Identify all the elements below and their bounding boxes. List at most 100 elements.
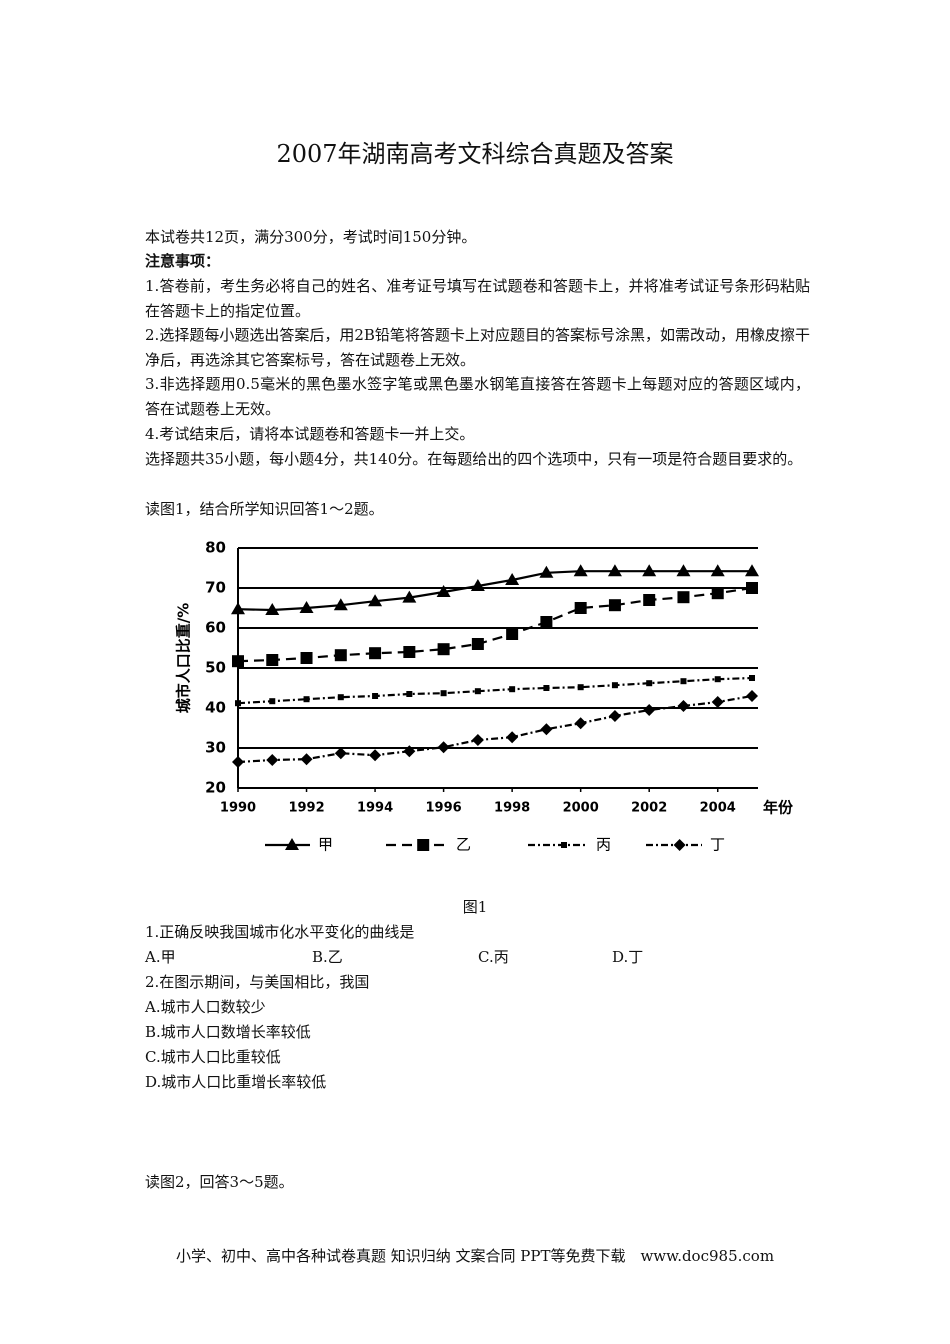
marker xyxy=(711,587,724,600)
notice-heading: 注意事项： xyxy=(145,252,221,270)
marker xyxy=(436,585,451,597)
y-tick-label: 30 xyxy=(205,739,226,757)
marker xyxy=(235,700,241,707)
marker xyxy=(574,602,587,614)
option: D.丁 xyxy=(612,948,644,966)
marker xyxy=(437,741,450,754)
marker xyxy=(543,685,550,691)
series-line xyxy=(237,694,753,764)
marker xyxy=(677,591,690,604)
marker xyxy=(299,601,314,613)
y-tick-label: 70 xyxy=(205,579,226,597)
marker xyxy=(406,691,413,697)
x-tick-label: 1990 xyxy=(220,801,256,816)
marker xyxy=(402,590,417,603)
intro: 本试卷共12页，满分300分，考试时间150分钟。 xyxy=(145,228,477,246)
footer: 小学、初中、高中各种试卷真题 知识归纳 文案合同 PPT等免费下载 www.do… xyxy=(175,1247,775,1265)
x-tick-label: 2000 xyxy=(563,801,599,816)
notice: 2.选择题每小题选出答案后，用2B铅笔将答题卡上对应题目的答案标号涂黑，如需改动… xyxy=(145,326,810,369)
marker xyxy=(266,654,279,666)
marker xyxy=(611,682,618,689)
y-tick-label: 60 xyxy=(205,619,226,637)
option: D.城市人口比重增长率较低 xyxy=(145,1073,327,1091)
legend-label: 丁 xyxy=(710,836,725,854)
marker xyxy=(539,565,554,578)
marker xyxy=(300,753,313,766)
x-axis-label: 年份 xyxy=(763,799,794,817)
marker xyxy=(677,700,690,712)
marker xyxy=(607,564,622,577)
marker xyxy=(334,649,347,662)
marker xyxy=(710,564,725,577)
marker xyxy=(642,564,657,577)
y-tick-label: 40 xyxy=(205,699,226,717)
option: B.城市人口数增长率较低 xyxy=(145,1023,311,1041)
marker xyxy=(265,603,280,615)
marker xyxy=(266,754,279,766)
marker xyxy=(509,686,516,693)
marker xyxy=(608,710,621,722)
x-tick-label: 2002 xyxy=(631,801,667,816)
marker xyxy=(574,717,587,730)
marker xyxy=(300,652,313,664)
marker xyxy=(440,690,447,697)
option: C.城市人口比重较低 xyxy=(145,1048,281,1066)
chart: 城市人口比重/% 年份 20 30 40 50 60 70 80 1990 1992 1994 19… xyxy=(175,539,795,854)
marker xyxy=(714,676,721,683)
question-stem: 2.在图示期间，与美国相比，我国 xyxy=(145,973,370,991)
notice: 1.答卷前，考生务必将自己的姓名、准考证号填写在试题卷和答题卡上，并将准考试证号… xyxy=(145,277,810,320)
instruction: 读图2，回答3～5题。 xyxy=(145,1173,294,1191)
marker xyxy=(303,696,310,703)
marker xyxy=(474,688,481,695)
marker xyxy=(470,579,485,591)
marker xyxy=(471,734,484,746)
marker xyxy=(506,731,519,744)
marker xyxy=(608,599,621,612)
question-stem: 1.正确反映我国城市化水平变化的曲线是 xyxy=(145,923,415,941)
marker xyxy=(505,573,520,585)
marker xyxy=(643,704,656,716)
marker xyxy=(231,602,245,615)
marker xyxy=(646,680,653,687)
section-intro: 选择题共35小题，每小题4分，共140分。在每题给出的四个选项中，只有一项是符合… xyxy=(145,450,803,468)
marker xyxy=(540,723,553,736)
legend-label: 丙 xyxy=(596,836,611,854)
marker xyxy=(232,655,244,668)
x-tick-label: 2004 xyxy=(700,801,736,816)
marker xyxy=(368,594,383,607)
marker xyxy=(676,564,691,577)
marker xyxy=(269,698,276,705)
marker xyxy=(746,582,758,594)
y-tick-label: 80 xyxy=(205,539,226,557)
option: C.丙 xyxy=(478,948,509,966)
marker xyxy=(506,628,519,640)
legend-label: 甲 xyxy=(318,836,333,854)
y-tick-label: 20 xyxy=(205,779,226,797)
marker xyxy=(232,756,244,768)
marker xyxy=(334,747,347,760)
marker xyxy=(403,646,416,658)
instruction: 读图1，结合所学知识回答1～2题。 xyxy=(145,500,384,518)
marker xyxy=(643,594,656,606)
marker xyxy=(372,693,379,699)
marker xyxy=(540,616,553,628)
x-tick-label: 1996 xyxy=(426,801,462,816)
doc-title: 2007年湖南高考文科综合真题及答案 xyxy=(276,140,674,168)
marker xyxy=(285,838,299,850)
series-line xyxy=(237,586,753,663)
y-axis-label: 城市人口比重/% xyxy=(175,603,193,714)
x-tick-label: 1992 xyxy=(288,801,324,816)
x-tick-label: 1994 xyxy=(357,801,393,816)
marker xyxy=(333,598,348,611)
series-line xyxy=(237,570,752,612)
notice: 3.非选择题用0.5毫米的黑色墨水签字笔或黑色墨水钢笔直接答在答题卡上每题对应的… xyxy=(145,375,810,418)
series-line xyxy=(237,676,753,705)
marker xyxy=(673,839,686,851)
option: B.乙 xyxy=(312,948,343,966)
marker xyxy=(369,749,382,762)
marker xyxy=(749,675,755,681)
option: A.甲 xyxy=(145,948,176,966)
figure-caption: 图1 xyxy=(462,898,488,916)
marker xyxy=(417,839,430,851)
